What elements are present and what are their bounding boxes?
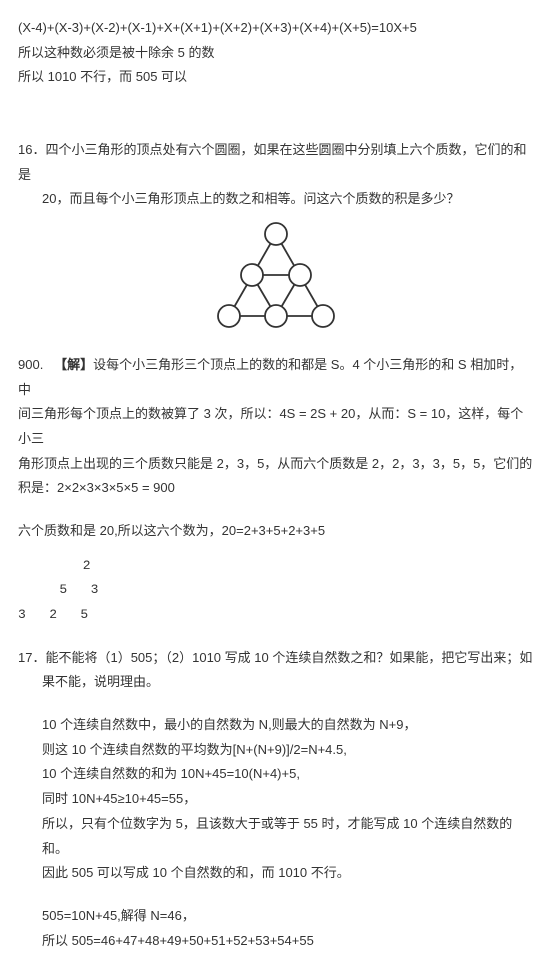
solution-text: 10 个连续自然数中，最小的自然数为 N,则最大的自然数为 N+9，	[18, 713, 534, 738]
question-17: 17．能不能将（1）505；（2）1010 写成 10 个连续自然数之和？如果能…	[18, 646, 534, 671]
solution-text: 所以，只有个位数字为 5，且该数大于或等于 55 时，才能写成 10 个连续自然…	[18, 812, 534, 861]
solution-text: 积是：2×2×3×3×5×5 = 900	[18, 476, 534, 501]
question-number: 16．	[18, 142, 45, 157]
solution-text: 则这 10 个连续自然数的平均数为[N+(N+9)]/2=N+4.5,	[18, 738, 534, 763]
question-number: 17．	[18, 650, 45, 665]
solution-text: 所以 505=46+47+48+49+50+51+52+53+54+55	[18, 929, 534, 954]
number-triangle-row: 3 2 5	[18, 603, 534, 628]
spacer	[18, 90, 534, 138]
solution-text: 同时 10N+45≥10+45=55，	[18, 787, 534, 812]
solution-16: 900. 【解】设每个小三角形三个顶点上的数的和都是 S。4 个小三角形的和 S…	[18, 353, 534, 402]
text-line: 所以 1010 不行，而 505 可以	[18, 65, 534, 90]
question-text: 果不能，说明理由。	[18, 670, 534, 695]
number-triangle-row: 2	[18, 554, 534, 579]
answer-number: 900.	[18, 357, 43, 372]
spacer	[18, 886, 534, 904]
solution-text: 角形顶点上出现的三个质数只能是 2，3，5，从而六个质数是 2，2，3，3，5，…	[18, 452, 534, 477]
spacer	[18, 628, 534, 646]
text-line: (X-4)+(X-3)+(X-2)+(X-1)+X+(X+1)+(X+2)+(X…	[18, 16, 534, 41]
triangle-diagram	[18, 220, 534, 339]
number-triangle-row: 5 3	[18, 578, 534, 603]
question-16: 16．四个小三角形的顶点处有六个圆圈，如果在这些圆圈中分别填上六个质数，它们的和…	[18, 138, 534, 187]
question-text: 四个小三角形的顶点处有六个圆圈，如果在这些圆圈中分别填上六个质数，它们的和是	[18, 142, 526, 182]
solution-text: 505=10N+45,解得 N=46，	[18, 904, 534, 929]
spacer	[18, 501, 534, 519]
triangle-svg-icon	[211, 220, 341, 330]
text-line: 所以这种数必须是被十除余 5 的数	[18, 41, 534, 66]
question-text: 能不能将（1）505；（2）1010 写成 10 个连续自然数之和？如果能，把它…	[45, 650, 532, 665]
solution-text: 设每个小三角形三个顶点上的数的和都是 S。4 个小三角形的和 S 相加时，中	[18, 357, 522, 397]
question-text: 20，而且每个小三角形顶点上的数之和相等。问这六个质数的积是多少？	[18, 187, 534, 212]
solution-text: 间三角形每个顶点上的数被算了 3 次，所以：4S = 2S + 20，从而：S …	[18, 402, 534, 451]
spacer	[18, 544, 534, 554]
solution-label: 【解】	[54, 357, 93, 372]
spacer	[18, 695, 534, 713]
solution-text: 因此 505 可以写成 10 个自然数的和，而 1010 不行。	[18, 861, 534, 886]
solution-text: 六个质数和是 20,所以这六个数为，20=2+3+5+2+3+5	[18, 519, 534, 544]
